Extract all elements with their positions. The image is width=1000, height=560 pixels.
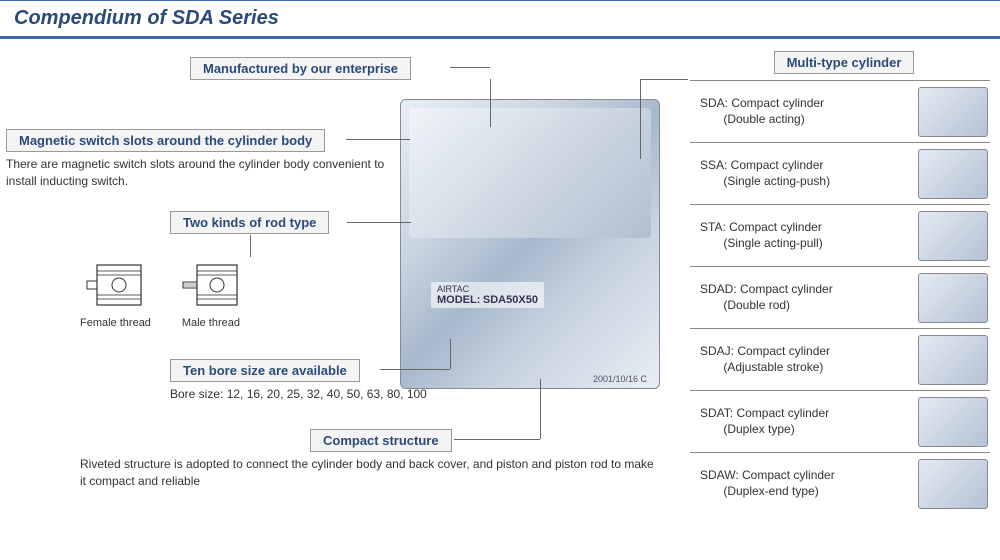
callout-compact-desc: Riveted structure is adopted to connect …	[80, 456, 660, 490]
callout-manufactured-label: Manufactured by our enterprise	[190, 57, 411, 80]
cylinder-model: SDA50X50	[483, 294, 538, 306]
type-text: SDAW: Compact cylinder (Duplex-end type)	[690, 464, 918, 503]
rod-female: Female thread	[80, 257, 151, 329]
callout-bore: Ten bore size are available Bore size: 1…	[170, 359, 470, 403]
callout-rod-label: Two kinds of rod type	[170, 211, 329, 234]
type-thumb	[918, 273, 988, 323]
page-title: Compendium of SDA Series	[0, 0, 1000, 39]
callout-bore-label: Ten bore size are available	[170, 359, 360, 382]
callout-manufactured: Manufactured by our enterprise	[190, 57, 411, 80]
type-text: SDAJ: Compact cylinder (Adjustable strok…	[690, 340, 918, 379]
cylinder-model-label: MODEL:	[437, 294, 480, 306]
type-row: SDAD: Compact cylinder (Double rod)	[690, 266, 990, 328]
diagram-area: AIRTAC MODEL: SDA50X50 2001/10/16 C Manu…	[0, 39, 1000, 559]
callout-bore-desc: Bore size: 12, 16, 20, 25, 32, 40, 50, 6…	[170, 386, 470, 403]
type-thumb	[918, 397, 988, 447]
type-row: SDAW: Compact cylinder (Duplex-end type)	[690, 452, 990, 514]
type-thumb	[918, 211, 988, 261]
callout-magnetic-label: Magnetic switch slots around the cylinde…	[6, 129, 325, 152]
multi-type-header: Multi-type cylinder	[774, 51, 915, 74]
type-row: STA: Compact cylinder (Single acting-pul…	[690, 204, 990, 266]
type-text: SSA: Compact cylinder (Single acting-pus…	[690, 154, 918, 193]
callout-rod: Two kinds of rod type	[170, 211, 329, 234]
rod-type-icons: Female thread Male thread	[80, 257, 241, 329]
type-row: SSA: Compact cylinder (Single acting-pus…	[690, 142, 990, 204]
type-row: SDAJ: Compact cylinder (Adjustable strok…	[690, 328, 990, 390]
callout-magnetic: Magnetic switch slots around the cylinde…	[6, 129, 386, 190]
type-thumb	[918, 335, 988, 385]
type-text: SDAT: Compact cylinder (Duplex type)	[690, 402, 918, 441]
callout-compact: Compact structure Riveted structure is a…	[80, 429, 660, 490]
type-thumb	[918, 87, 988, 137]
type-thumb	[918, 459, 988, 509]
type-text: SDA: Compact cylinder (Double acting)	[690, 92, 918, 131]
callout-magnetic-desc: There are magnetic switch slots around t…	[6, 156, 386, 190]
type-row: SDA: Compact cylinder (Double acting)	[690, 80, 990, 142]
type-text: STA: Compact cylinder (Single acting-pul…	[690, 216, 918, 255]
rod-male: Male thread	[181, 257, 241, 329]
type-thumb	[918, 149, 988, 199]
multi-type-list: SDA: Compact cylinder (Double acting) SSA…	[690, 80, 990, 514]
type-row: SDAT: Compact cylinder (Duplex type)	[690, 390, 990, 452]
cylinder-main-image: AIRTAC MODEL: SDA50X50 2001/10/16 C	[400, 99, 660, 389]
multi-type-panel: Multi-type cylinder SDA: Compact cylinde…	[690, 51, 990, 514]
cylinder-date: 2001/10/16 C	[593, 374, 647, 384]
cylinder-brand: AIRTAC	[437, 284, 538, 294]
type-text: SDAD: Compact cylinder (Double rod)	[690, 278, 918, 317]
rod-male-caption: Male thread	[181, 317, 241, 329]
rod-female-caption: Female thread	[80, 317, 151, 329]
callout-compact-label: Compact structure	[310, 429, 452, 452]
